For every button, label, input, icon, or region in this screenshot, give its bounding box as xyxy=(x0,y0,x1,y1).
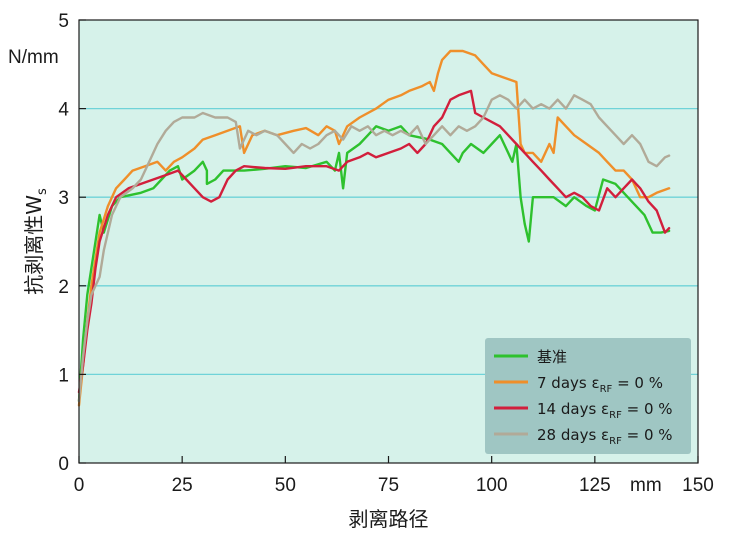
legend-label-suffix-3: = 0 % xyxy=(622,426,673,444)
y-axis-unit: N/mm xyxy=(8,47,59,68)
legend-label-subscript-1: RF xyxy=(600,384,613,395)
legend-background xyxy=(485,338,691,454)
series-lines xyxy=(77,49,671,407)
legend-label-3: 28 days εRF = 0 % xyxy=(537,426,673,447)
x-tick-label-3: 75 xyxy=(378,475,399,496)
legend-label-1: 7 days εRF = 0 % xyxy=(537,374,663,395)
legend-label-text-0: 基准 xyxy=(537,348,567,366)
legend-items: 基准7 days εRF = 0 %14 days εRF = 0 %28 da… xyxy=(494,348,673,447)
legend-label-2: 14 days εRF = 0 % xyxy=(537,400,673,421)
y-axis-ticks: 0 1 2 3 4 5 xyxy=(58,11,86,475)
series-line-1 xyxy=(77,49,671,407)
legend-label-text-1: 7 days ε xyxy=(537,374,600,392)
x-tick-label-2: 50 xyxy=(275,475,296,496)
y-tick-label-3: 3 xyxy=(58,188,69,209)
x-tick-label-4: 100 xyxy=(476,475,508,496)
legend-label-suffix-1: = 0 % xyxy=(612,374,663,392)
series-line-2 xyxy=(77,89,671,394)
y-axis-label-main: 抗剥离性W xyxy=(22,195,46,295)
series-line-0 xyxy=(77,125,671,403)
legend-label-0: 基准 xyxy=(537,348,567,366)
x-axis-label: 剥离路径 xyxy=(349,507,429,531)
legend-label-suffix-2: = 0 % xyxy=(622,400,673,418)
x-axis-unit: mm xyxy=(630,475,662,496)
y-axis-label-subscript: s xyxy=(35,188,50,195)
x-tick-label-5: 125 xyxy=(579,475,611,496)
y-tick-label-4: 4 xyxy=(58,100,69,121)
x-tick-label-1: 25 xyxy=(172,475,193,496)
x-axis-ticks: 0 25 50 75 100 125 150 xyxy=(74,456,714,496)
legend-label-subscript-2: RF xyxy=(609,410,622,421)
legend: 基准7 days εRF = 0 %14 days εRF = 0 %28 da… xyxy=(485,338,691,454)
y-tick-label-1: 1 xyxy=(58,365,69,386)
legend-label-text-3: 28 days ε xyxy=(537,426,609,444)
y-tick-label-2: 2 xyxy=(58,277,69,298)
legend-label-text-2: 14 days ε xyxy=(537,400,609,418)
x-tick-label-6: 150 xyxy=(682,475,714,496)
legend-label-subscript-3: RF xyxy=(609,436,622,447)
series-line-3 xyxy=(77,94,671,403)
y-axis-label: 抗剥离性Ws xyxy=(22,188,50,295)
x-tick-label-0: 0 xyxy=(74,475,85,496)
y-tick-label-0: 0 xyxy=(58,454,69,475)
y-tick-label-5: 5 xyxy=(58,11,69,32)
